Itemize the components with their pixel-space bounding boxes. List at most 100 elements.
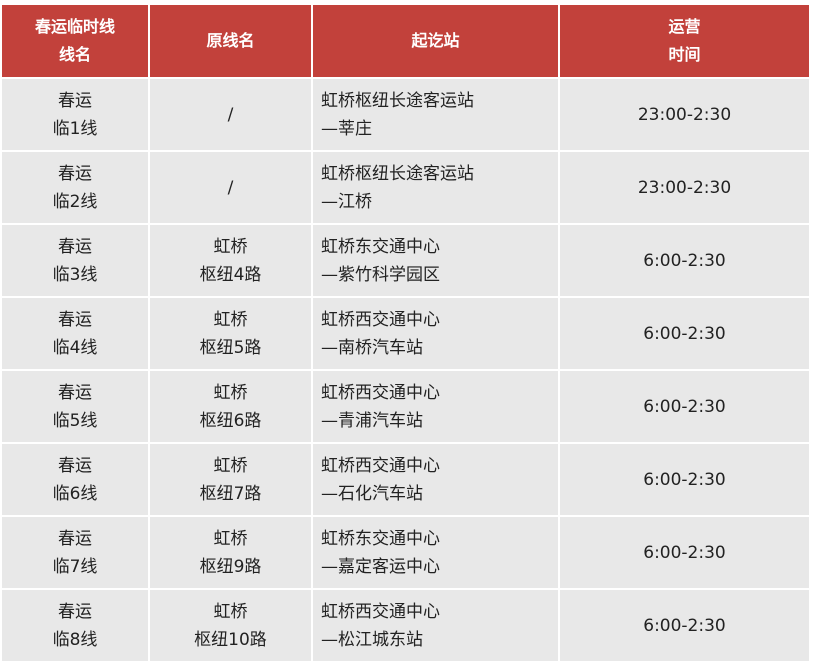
original-name-cell: / — [148, 77, 313, 152]
original-name: 枢纽10路 — [194, 629, 267, 650]
stations-cell: 虹桥西交通中心 —青浦汽车站 — [311, 369, 560, 444]
hours-cell: 6:00-2:30 — [558, 296, 811, 371]
line-name-cell: 春运临5线 — [0, 369, 150, 444]
header-line-name: 春运临时线 线名 — [0, 3, 150, 79]
table-row: 春运 临5线 虹桥 枢纽6路 虹桥西交通中心 —青浦汽车站 6:00-2:30 — [0, 369, 811, 444]
line-name-cell: 春运临1线 — [0, 77, 150, 152]
start-station: 虹桥东交通中心 — [321, 236, 440, 257]
line-name: 临6线 — [52, 483, 98, 504]
line-name: 春运 — [58, 90, 92, 111]
original-name: 枢纽9路 — [199, 556, 262, 577]
start-station: 虹桥西交通中心 — [321, 601, 440, 622]
stations-cell: 虹桥东交通中心 —嘉定客运中心 — [311, 515, 560, 590]
start-station: 虹桥枢纽长途客运站 — [321, 163, 474, 184]
original-name-cell: 虹桥枢纽6路 — [148, 369, 313, 444]
line-name: 临4线 — [52, 337, 98, 358]
header-text: 春运临时线 — [34, 17, 115, 36]
table-row: 春运临2线 / 虹桥枢纽长途客运站 —江桥 23:00-2:30 — [0, 150, 811, 225]
start-station: 虹桥西交通中心 — [321, 382, 440, 403]
original-name-cell: 虹桥枢纽4路 — [148, 223, 313, 298]
hours-cell: 23:00-2:30 — [558, 150, 811, 225]
start-station: 虹桥西交通中心 — [321, 309, 440, 330]
line-name: 临1线 — [52, 118, 98, 139]
header-row: 春运临时线线名 原线名 起讫站 运营时间 — [0, 3, 811, 79]
original-name-cell: 虹桥 枢纽9路 — [148, 515, 313, 590]
operating-hours: 6:00-2:30 — [643, 396, 726, 417]
hours-cell: 6:00-2:30 — [558, 515, 811, 590]
original-name: 枢纽6路 — [199, 410, 262, 431]
stations-cell: 虹桥西交通中心 —松江城东站 — [311, 588, 560, 663]
line-name: 临3线 — [52, 264, 98, 285]
line-name: 春运 — [58, 528, 92, 549]
stations-cell: 虹桥枢纽长途客运站 —江桥 — [311, 150, 560, 225]
table-row: 春运临1线 / 虹桥枢纽长途客运站 —莘庄 23:00-2:30 — [0, 77, 811, 152]
original-name: 枢纽5路 — [199, 337, 262, 358]
line-name: 春运 — [58, 236, 92, 257]
line-name: 春运 — [58, 382, 92, 403]
line-name: 临5线 — [52, 410, 98, 431]
operating-hours: 6:00-2:30 — [643, 250, 726, 271]
line-name: 临8线 — [52, 629, 98, 650]
end-station: —青浦汽车站 — [321, 410, 423, 431]
line-name-cell: 春运临3线 — [0, 223, 150, 298]
table-row: 春运 临7线 虹桥 枢纽9路 虹桥东交通中心 —嘉定客运中心 6:00-2:30 — [0, 515, 811, 590]
operating-hours: 6:00-2:30 — [643, 323, 726, 344]
header-text: 原线名 — [206, 31, 255, 50]
start-station: 虹桥东交通中心 — [321, 528, 440, 549]
original-name: 虹桥 — [213, 236, 248, 257]
line-name: 春运 — [58, 601, 92, 622]
start-station: 虹桥枢纽长途客运站 — [321, 90, 474, 111]
end-station: —紫竹科学园区 — [321, 264, 440, 285]
header-hours: 运营 时间 — [558, 3, 811, 79]
table-row: 春运临8线 虹桥枢纽10路 虹桥西交通中心 —松江城东站 6:00-2:30 — [0, 588, 811, 663]
table-row: 春运 临3线 虹桥 枢纽4路 虹桥东交通中心 —紫竹科学园区 6:00-2:30 — [0, 223, 811, 298]
end-station: —江桥 — [321, 191, 372, 212]
line-name: 临7线 — [52, 556, 98, 577]
start-station: 虹桥西交通中心 — [321, 455, 440, 476]
line-name-cell: 春运临7线 — [0, 515, 150, 590]
line-name-cell: 春运临8线 — [0, 588, 150, 663]
end-station: —莘庄 — [321, 118, 372, 139]
stations-cell: 虹桥东交通中心 —紫竹科学园区 — [311, 223, 560, 298]
original-name: 虹桥 — [213, 309, 248, 330]
stations-cell: 虹桥枢纽长途客运站 —莘庄 — [311, 77, 560, 152]
header-text: 起讫站 — [411, 31, 460, 50]
operating-hours: 6:00-2:30 — [643, 542, 726, 563]
original-name-cell: / — [148, 150, 313, 225]
stations-cell: 虹桥西交通中心 —石化汽车站 — [311, 442, 560, 517]
original-name-cell: 虹桥枢纽5路 — [148, 296, 313, 371]
line-name: 临2线 — [52, 191, 98, 212]
end-station: —松江城东站 — [321, 629, 423, 650]
operating-hours: 6:00-2:30 — [643, 615, 726, 636]
original-name-cell: 虹桥枢纽7路 — [148, 442, 313, 517]
hours-cell: 6:00-2:30 — [558, 442, 811, 517]
line-name: 春运 — [58, 163, 92, 184]
line-name-cell: 春运临6线 — [0, 442, 150, 517]
table-row: 春运 临4线 虹桥 枢纽5路 虹桥西交通中心 —南桥汽车站 6:00-2:30 — [0, 296, 811, 371]
stations-cell: 虹桥西交通中心 —南桥汽车站 — [311, 296, 560, 371]
line-name-cell: 春运临2线 — [0, 150, 150, 225]
original-name: 枢纽7路 — [199, 483, 262, 504]
hours-cell: 23:00-2:30 — [558, 77, 811, 152]
operating-hours: 23:00-2:30 — [637, 177, 732, 198]
end-station: —石化汽车站 — [321, 483, 423, 504]
header-original-name: 原线名 — [148, 3, 313, 79]
hours-cell: 6:00-2:30 — [558, 223, 811, 298]
original-name: 枢纽4路 — [199, 264, 262, 285]
operating-hours: 6:00-2:30 — [643, 469, 726, 490]
header-text: 线名 — [58, 45, 91, 64]
header-stations: 起讫站 — [311, 3, 560, 79]
original-name: 虹桥 — [213, 601, 248, 622]
original-name: 虹桥 — [213, 382, 248, 403]
operating-hours: 23:00-2:30 — [637, 104, 732, 125]
original-name: 虹桥 — [213, 455, 248, 476]
line-name: 春运 — [58, 455, 92, 476]
end-station: —南桥汽车站 — [321, 337, 423, 358]
original-name: / — [227, 177, 234, 198]
line-name-cell: 春运 临4线 — [0, 296, 150, 371]
original-name: / — [227, 104, 234, 125]
header-text: 运营 — [668, 17, 701, 36]
header-text: 时间 — [668, 45, 701, 64]
table-row: 春运 临6线 虹桥 枢纽7路 虹桥西交通中心 —石化汽车站 6:00-2:30 — [0, 442, 811, 517]
hours-cell: 6:00-2:30 — [558, 588, 811, 663]
